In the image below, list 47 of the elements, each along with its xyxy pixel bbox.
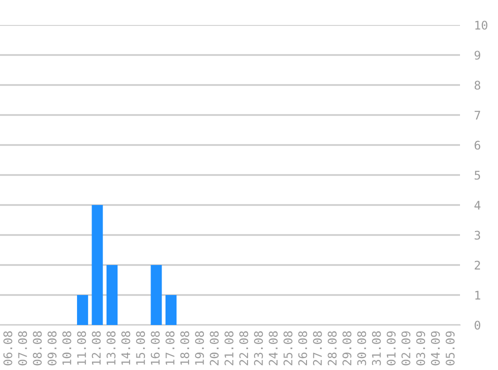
bar bbox=[106, 265, 118, 325]
y-tick-label: 1 bbox=[475, 290, 480, 300]
x-tick-label: 20.08 bbox=[210, 331, 219, 366]
bar bbox=[92, 205, 103, 325]
x-tick-label: 19.08 bbox=[195, 331, 204, 365]
x-tick-label: 09.08 bbox=[48, 331, 57, 366]
y-tick-label: 7 bbox=[474, 110, 480, 120]
x-tick-label: 08.08 bbox=[32, 331, 42, 366]
x-tick-label: 10.08 bbox=[62, 331, 72, 365]
y-tick-label: 10 bbox=[475, 20, 488, 30]
x-tick-label: 07.08 bbox=[18, 331, 28, 366]
y-tick-label: 4 bbox=[474, 200, 480, 210]
bar bbox=[165, 295, 177, 325]
x-tick-label: 04.09 bbox=[430, 331, 440, 366]
x-tick-label: 23.08 bbox=[254, 331, 263, 366]
y-tick-label: 6 bbox=[474, 140, 480, 150]
x-tick-label: 18.08 bbox=[180, 331, 190, 365]
y-tick-label: 9 bbox=[474, 50, 480, 60]
x-tick-label: 28.08 bbox=[328, 331, 337, 366]
x-tick-label: 29.08 bbox=[342, 331, 352, 366]
x-tick-label: 12.08 bbox=[92, 331, 101, 365]
bar bbox=[77, 295, 88, 325]
x-tick-label: 16.08 bbox=[150, 331, 160, 365]
x-tick-label: 31.08 bbox=[372, 331, 381, 366]
y-tick-label: 2 bbox=[474, 260, 480, 270]
x-tick-label: 01.09 bbox=[386, 331, 396, 366]
y-tick-label: 0 bbox=[474, 320, 480, 330]
bar bbox=[150, 265, 162, 325]
y-tick-label: 8 bbox=[474, 80, 480, 90]
x-tick-label: 30.08 bbox=[357, 331, 366, 366]
x-tick-label: 25.08 bbox=[284, 331, 292, 366]
x-tick-label: 13.08 bbox=[106, 331, 116, 365]
y-tick-label: 3 bbox=[474, 230, 480, 240]
x-tick-label: 11.08 bbox=[77, 331, 86, 365]
x-tick-label: 21.08 bbox=[224, 331, 234, 366]
x-tick-label: 14.08 bbox=[121, 331, 130, 365]
x-tick-label: 26.08 bbox=[298, 331, 308, 366]
x-tick-label: 15.08 bbox=[136, 331, 145, 365]
x-tick-label: 17.08 bbox=[166, 331, 174, 365]
x-tick-label: 22.08 bbox=[239, 331, 248, 366]
x-tick-label: 05.09 bbox=[446, 331, 455, 366]
y-tick-label: 5 bbox=[474, 170, 480, 180]
x-tick-label: 27.08 bbox=[312, 331, 322, 366]
x-tick-label: 24.08 bbox=[268, 331, 278, 366]
x-tick-label: 03.09 bbox=[416, 331, 426, 366]
x-tick-label: 06.08 bbox=[3, 331, 12, 366]
x-tick-label: 02.09 bbox=[401, 331, 410, 366]
